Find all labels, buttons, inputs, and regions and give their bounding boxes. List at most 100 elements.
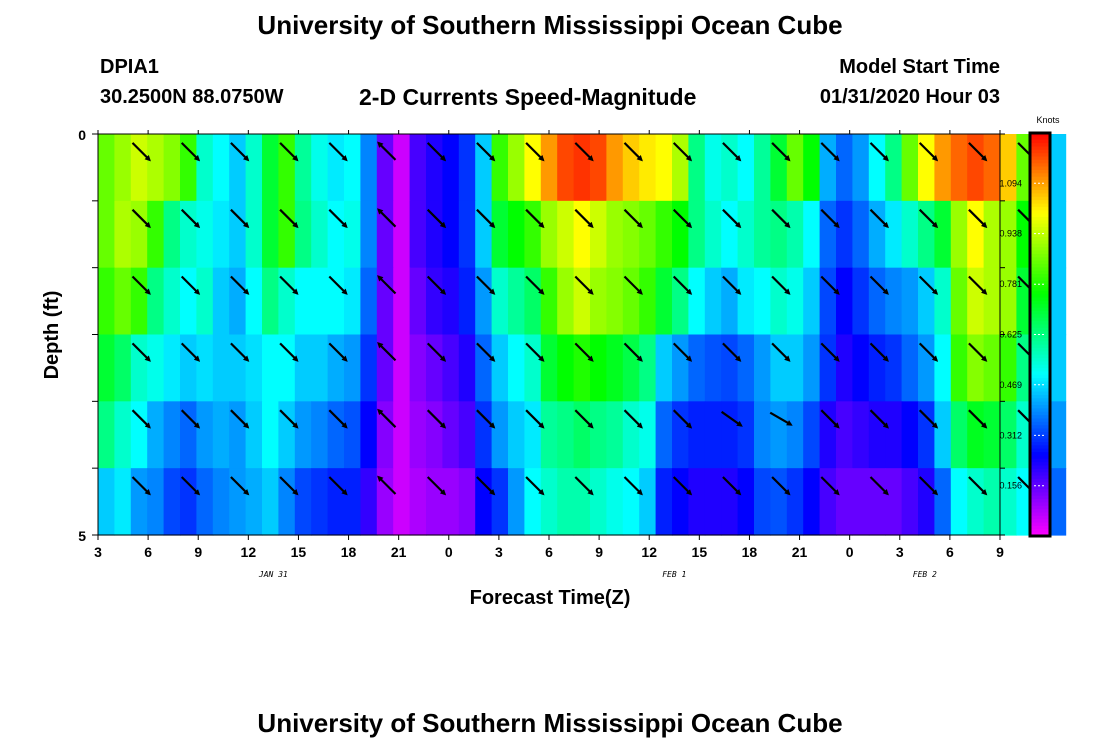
colorbar-swatch [1030,445,1050,450]
x-tick-label: 9 [996,544,1004,560]
colorbar-swatch [1030,354,1050,359]
colorbar-swatch [1030,223,1050,228]
colorbar-swatch [1030,186,1050,191]
heatmap-cell [278,468,296,536]
heatmap-cell [540,134,558,202]
heatmap-cell [770,468,788,536]
heatmap-cell [114,334,132,402]
colorbar-swatch [1030,475,1050,480]
colorbar-swatch [1030,287,1050,292]
current-arrow [968,342,988,362]
heatmap-cells [98,134,1067,536]
heatmap-cell [721,267,739,336]
heatmap-cell [147,334,165,402]
heatmap-cell [196,134,214,202]
heatmap-cell [885,267,903,336]
heatmap-cell [639,200,657,269]
heatmap-cell [1000,200,1017,269]
current-arrow [820,409,840,429]
colorbar-swatch [1030,156,1050,161]
colorbar-swatch [1030,317,1050,322]
colorbar-swatch [1030,465,1050,470]
heatmap-cell [130,401,148,469]
heatmap-cell [573,200,591,269]
heatmap-cell [721,401,739,469]
heatmap-cell [426,267,443,336]
heatmap-cell [147,134,165,202]
heatmap-cell [836,468,853,536]
current-arrow [525,409,545,429]
heatmap-cell [508,334,525,402]
heatmap-cell [311,468,329,536]
colorbar-swatch [1030,213,1050,218]
colorbar-tick-label: 0.781 [999,279,1022,289]
heatmap-cell [130,200,148,269]
colorbar-swatch [1030,458,1050,463]
heatmap-cell [163,200,181,269]
current-arrow [131,208,151,229]
heatmap-cell [278,334,296,402]
colorbar-swatch [1030,284,1050,289]
heatmap-cell [475,200,493,269]
heatmap-cell [557,468,575,536]
heatmap-cell [573,134,591,202]
x-tick-label: 3 [94,544,102,560]
heatmap-cell [819,334,837,402]
heatmap-cell [114,468,132,536]
heatmap-cell [491,401,509,469]
x-tick-label: 0 [846,544,854,560]
heatmap-cell [721,468,739,536]
heatmap-cell [98,267,115,336]
colorbar-swatch [1030,267,1050,272]
colorbar-swatch [1030,250,1050,255]
current-arrow [574,409,594,429]
heatmap-cell [1000,267,1017,336]
heatmap-cell [130,134,148,202]
heatmap-cell [442,267,460,336]
heatmap-cell [590,134,607,202]
heatmap-cell [180,468,197,536]
colorbar-swatch [1030,522,1050,527]
heatmap-cell [868,200,886,269]
footer-title: University of Southern Mississippi Ocean… [257,708,843,738]
colorbar-swatch [1030,210,1050,215]
colorbar-swatch [1030,257,1050,262]
heatmap-cell [196,200,214,269]
heatmap-cell [393,468,411,536]
current-arrow [279,275,299,295]
heatmap-cell [557,134,575,202]
colorbar-swatch [1030,347,1050,352]
colorbar-swatch [1030,321,1050,326]
heatmap-cell [704,468,722,536]
current-arrow [131,409,151,429]
colorbar-swatch [1030,230,1050,235]
heatmap-cell [458,334,476,402]
heatmap-cell [737,267,755,336]
heatmap-cell [475,468,493,536]
colorbar-swatch [1030,153,1050,158]
heatmap-cell [294,134,312,202]
heatmap-cell [688,200,706,269]
heatmap-cell [967,401,985,469]
heatmap-cell [491,267,509,336]
colorbar-swatch [1030,505,1050,510]
current-arrow [623,409,643,429]
heatmap-cell [212,267,230,336]
heatmap-cell [754,134,771,202]
heatmap-cell [672,468,689,536]
heatmap-cell [557,267,575,336]
heatmap-cell [901,401,919,469]
heatmap-cell [754,334,771,402]
current-arrow [230,142,250,162]
colorbar-swatch [1030,183,1050,188]
model-start-label: Model Start Time [839,56,1000,78]
current-arrow [869,208,889,229]
heatmap-cell [130,468,148,536]
colorbar-swatch [1030,452,1050,456]
current-arrow [426,409,447,429]
current-arrow [820,275,840,295]
heatmap-cell [229,468,247,536]
heatmap-cell [262,401,279,469]
heatmap-cell [442,468,460,536]
heatmap-cell [573,468,591,536]
